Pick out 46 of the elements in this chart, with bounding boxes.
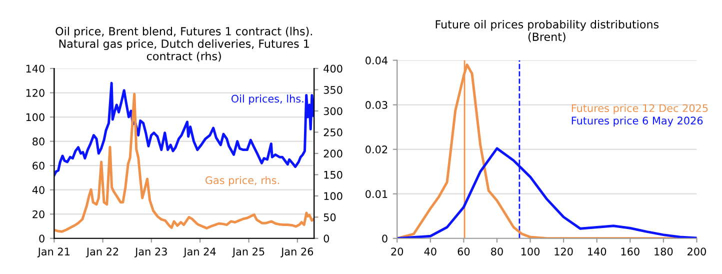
y2-tick-label: 100	[324, 192, 342, 200]
y-tick-label: 0.02	[366, 146, 388, 154]
x-tick-label: 100	[521, 248, 540, 256]
y-tick-label: 0.03	[366, 101, 388, 109]
y2-tick-label: 50	[324, 213, 336, 222]
x-tick-label: Jan 22	[86, 248, 118, 258]
y-tick-label: 0.04	[366, 56, 388, 64]
x-tick-label: Jan 24	[183, 248, 216, 258]
x-tick-label: 20	[391, 248, 404, 256]
y-tick-label: 80	[32, 138, 44, 146]
y-tick-label: 140	[26, 64, 44, 73]
y-tick-label: 0.01	[366, 190, 388, 198]
x-tick-label: 80	[491, 248, 503, 256]
x-tick-label: 120	[554, 248, 573, 256]
x-tick-label: Jan 23	[134, 248, 167, 258]
text: Futures price 6 May 2026	[572, 116, 703, 127]
y-tick-label: 100	[26, 113, 44, 122]
y-tick-label: 40	[32, 186, 44, 194]
y2-tick-label: 350	[324, 86, 342, 94]
x-tick-label: 180	[654, 248, 673, 256]
y-tick-label: 0	[39, 234, 44, 242]
y2-tick-label: 200	[324, 150, 342, 158]
line-series	[54, 92, 314, 233]
y-tick-label: 0	[382, 234, 388, 242]
y2-tick-label: 0	[324, 234, 330, 242]
y-tick-label: 120	[26, 88, 44, 97]
x-tick-label: Jan 21	[37, 248, 70, 258]
x-tick-label: 40	[424, 248, 436, 256]
y2-tick-label: 250	[324, 128, 342, 136]
x-tick-label: 140	[588, 248, 606, 256]
y-tick-label: 60	[32, 162, 44, 170]
chart-title: Oil price, Brent blend, Futures 1 contract (lhs). Natural gas price, Dutch deliveries, Futures 1 contract (rhs)	[56, 26, 312, 62]
y2-tick-label: 400	[324, 64, 342, 73]
x-tick-label: 160	[621, 248, 640, 256]
chart-title: Future oil prices probability distributions (Brent)	[436, 20, 659, 42]
x-tick-label: Jan 25	[232, 248, 264, 258]
x-tick-label: Jan 26	[280, 248, 314, 258]
line-series	[54, 82, 314, 177]
y-tick-label: 20	[32, 210, 44, 218]
y2-tick-label: 150	[324, 170, 342, 179]
y2-tick-label: 300	[324, 107, 342, 116]
text: Gas price, rhs.	[205, 176, 279, 186]
series-label: Oil prices, lhs.	[231, 94, 304, 105]
x-tick-label: 200	[688, 248, 706, 256]
text: Futures price 12 Dec 2025	[572, 104, 708, 114]
x-tick-label: 60	[458, 248, 470, 256]
